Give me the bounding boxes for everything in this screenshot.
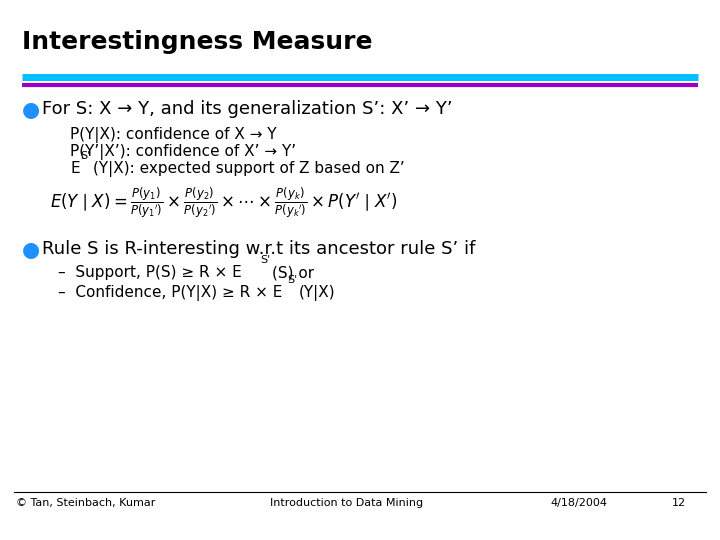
Text: P(Y|X): confidence of X → Y: P(Y|X): confidence of X → Y bbox=[70, 127, 276, 143]
Text: Rule S is R-interesting w.r.t its ancestor rule S’ if: Rule S is R-interesting w.r.t its ancest… bbox=[42, 240, 475, 258]
Text: –  Support, P(S) ≥ R × E: – Support, P(S) ≥ R × E bbox=[58, 265, 242, 280]
Text: $E(Y \mid X) = \frac{P(y_1)}{P(y_1{}')} \times \frac{P(y_2)}{P(y_2{}')} \times \: $E(Y \mid X) = \frac{P(y_1)}{P(y_1{}')} … bbox=[50, 186, 397, 221]
Text: 12: 12 bbox=[672, 498, 686, 508]
Text: P(Y’|X’): confidence of X’ → Y’: P(Y’|X’): confidence of X’ → Y’ bbox=[70, 144, 296, 160]
Text: (S) or: (S) or bbox=[272, 265, 314, 280]
Text: 4/18/2004: 4/18/2004 bbox=[550, 498, 607, 508]
Text: (Y|X): (Y|X) bbox=[299, 285, 336, 301]
Text: © Tan, Steinbach, Kumar: © Tan, Steinbach, Kumar bbox=[16, 498, 156, 508]
Text: ●: ● bbox=[22, 240, 40, 260]
Text: S': S' bbox=[80, 151, 90, 161]
Text: ●: ● bbox=[22, 100, 40, 120]
Text: S': S' bbox=[260, 255, 270, 265]
Text: E: E bbox=[70, 161, 80, 176]
Text: (Y|X): expected support of Z based on Z’: (Y|X): expected support of Z based on Z’ bbox=[93, 161, 405, 177]
Text: –  Confidence, P(Y|X) ≥ R × E: – Confidence, P(Y|X) ≥ R × E bbox=[58, 285, 282, 301]
Text: Introduction to Data Mining: Introduction to Data Mining bbox=[270, 498, 423, 508]
Text: S': S' bbox=[287, 275, 297, 285]
Text: For S: X → Y, and its generalization S’: X’ → Y’: For S: X → Y, and its generalization S’:… bbox=[42, 100, 453, 118]
Text: Interestingness Measure: Interestingness Measure bbox=[22, 30, 372, 54]
